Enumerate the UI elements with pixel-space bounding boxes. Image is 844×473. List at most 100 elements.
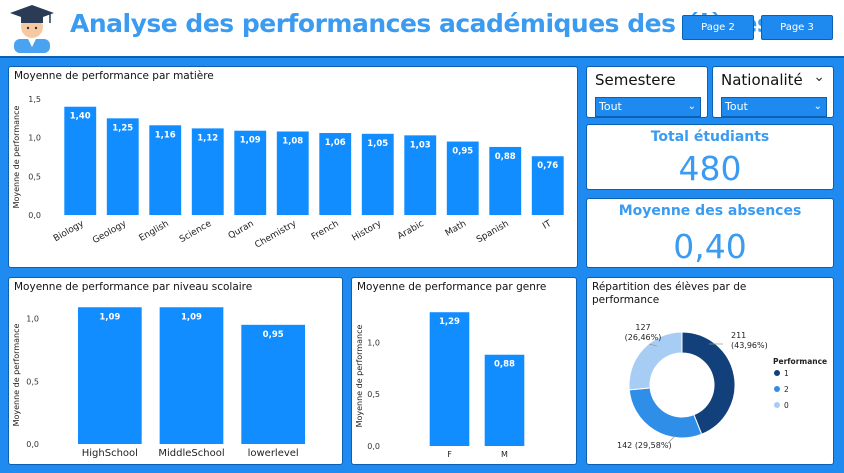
data-label: 0,76 xyxy=(537,161,558,171)
bar xyxy=(159,307,224,444)
y-tick-label: 0,5 xyxy=(367,390,380,399)
data-label: 0,95 xyxy=(263,330,284,340)
slicer-nationalite-dropdown[interactable]: Tout ⌄ xyxy=(721,97,827,117)
donut-slice xyxy=(628,331,683,391)
slicer-semestre-dropdown[interactable]: Tout ⌄ xyxy=(595,97,701,117)
y-tick-label: 1,5 xyxy=(28,95,41,104)
legend-item: 1 xyxy=(784,369,789,378)
data-label: 1,08 xyxy=(282,136,303,146)
chart-title-genre: Moyenne de performance par genre xyxy=(357,281,547,293)
chart-title-repartition: Répartition des élèves par de performanc… xyxy=(592,281,747,306)
bar xyxy=(531,156,564,215)
data-label: 1,40 xyxy=(70,112,91,122)
bar xyxy=(489,146,522,215)
kpi-total-value: 480 xyxy=(678,149,742,188)
donut-chart-repartition: 211 (43,96%) 142 (29,58%) 127 (26,46%) Perfor… xyxy=(617,323,827,450)
x-tick-label: Math xyxy=(444,219,468,239)
chart-card-repartition: Répartition des élèves par de performanc… xyxy=(586,277,834,465)
y-tick-label: 0,5 xyxy=(26,377,39,386)
page-3-button[interactable]: Page 3 xyxy=(761,15,833,40)
x-tick-label: HighSchool xyxy=(82,448,138,459)
chart-title-niveau: Moyenne de performance par niveau scolai… xyxy=(14,281,253,293)
y-axis-label: Moyenne de performance xyxy=(12,106,21,209)
donut-slice xyxy=(628,387,703,439)
legend-item: 0 xyxy=(784,401,789,410)
kpi-moyenne-absences: Moyenne des absences 0,40 xyxy=(586,198,834,268)
data-label: 1,09 xyxy=(240,136,261,146)
bar xyxy=(404,135,437,215)
slicer-semestre-value: Tout xyxy=(599,100,622,113)
page-2-button[interactable]: Page 2 xyxy=(682,15,754,40)
x-tick-label: lowerlevel xyxy=(248,448,299,459)
header: Analyse des performances académiques des… xyxy=(0,0,844,56)
bar xyxy=(319,133,352,215)
bar xyxy=(241,324,306,444)
slicer-nationalite-label: Nationalité xyxy=(721,71,803,89)
donut-slice xyxy=(681,331,736,435)
legend-marker xyxy=(774,402,780,408)
student-avatar-icon xyxy=(10,5,54,53)
bar xyxy=(149,125,182,215)
kpi-absences-value: 0,40 xyxy=(673,227,747,266)
x-tick-label: IT xyxy=(541,219,553,232)
kpi-absences-label: Moyenne des absences xyxy=(618,203,802,219)
chart-title-matiere: Moyenne de performance par matière xyxy=(14,70,214,82)
x-tick-label: Chemistry xyxy=(253,219,298,251)
data-label: 1,16 xyxy=(155,130,176,140)
bar xyxy=(77,307,142,444)
x-tick-label: Spanish xyxy=(475,219,511,245)
y-tick-label: 0,5 xyxy=(28,172,41,181)
bar xyxy=(429,312,470,446)
data-label: 0,88 xyxy=(495,152,516,162)
bar-chart-matiere: Moyenne de performance 0,0 0,5 1,0 1,5 1,40 Bi… xyxy=(12,95,564,251)
slicer-nationalite[interactable]: Nationalité ⌄ Tout ⌄ xyxy=(712,66,834,118)
leader-line xyxy=(666,435,676,445)
kpi-total-label: Total étudiants xyxy=(650,129,770,145)
legend-marker xyxy=(774,386,780,392)
x-tick-label: Arabic xyxy=(396,219,426,242)
y-tick-label: 1,0 xyxy=(28,134,41,143)
x-tick-label: Science xyxy=(178,219,214,245)
slicer-nationalite-value: Tout xyxy=(725,100,748,113)
kpi-total-etudiants: Total étudiants 480 xyxy=(586,124,834,190)
x-tick-label: French xyxy=(310,219,341,243)
bar xyxy=(234,130,267,215)
x-tick-label: Geology xyxy=(91,219,129,247)
data-label: 142 (29,58%) xyxy=(617,441,672,450)
data-label: 1,12 xyxy=(197,133,218,143)
bar xyxy=(276,131,309,215)
chart-card-matiere: Moyenne de performance par matière Moyen… xyxy=(8,66,578,268)
y-axis-label: Moyenne de performance xyxy=(12,324,21,427)
chevron-down-icon: ⌄ xyxy=(687,101,696,112)
y-tick-label: 0,0 xyxy=(28,211,41,220)
legend-title: Performance xyxy=(773,357,827,366)
report-canvas: Moyenne de performance par matière Moyen… xyxy=(0,56,844,473)
slicer-semestre[interactable]: Semestere Tout ⌄ xyxy=(586,66,708,118)
data-label: 0,95 xyxy=(452,147,473,157)
slicer-semestre-label: Semestere xyxy=(595,71,676,89)
bar xyxy=(106,118,139,215)
x-tick-label: Quran xyxy=(227,219,256,242)
data-label: 127 (26,46%) xyxy=(625,323,662,342)
data-label: 1,05 xyxy=(367,139,388,149)
bar xyxy=(446,141,479,215)
data-label: 1,06 xyxy=(325,138,346,148)
bar xyxy=(484,354,525,446)
x-tick-label: English xyxy=(138,219,171,244)
legend-marker xyxy=(774,370,780,376)
data-label: 1,09 xyxy=(181,312,202,322)
bar xyxy=(191,128,224,215)
chart-card-genre: Moyenne de performance par genre Moyenne… xyxy=(351,277,577,465)
data-label: 1,25 xyxy=(112,123,133,133)
x-tick-label: F xyxy=(447,450,452,459)
chart-card-niveau: Moyenne de performance par niveau scolai… xyxy=(8,277,343,465)
data-label: 1,29 xyxy=(439,317,460,327)
chevron-down-icon[interactable]: ⌄ xyxy=(813,69,825,85)
leader-line xyxy=(648,343,658,347)
y-axis-label: Moyenne de performance xyxy=(355,325,364,428)
y-tick-label: 0,0 xyxy=(26,440,39,449)
data-label: 0,88 xyxy=(494,360,515,370)
data-label: 1,09 xyxy=(99,312,120,322)
page-title: Analyse des performances académiques des… xyxy=(70,9,772,38)
data-label: 211 (43,96%) xyxy=(731,331,768,350)
